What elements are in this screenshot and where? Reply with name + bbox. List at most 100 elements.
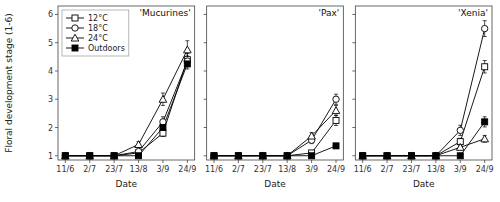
- point: [384, 153, 390, 159]
- y-tick: [55, 14, 58, 15]
- point: [284, 153, 290, 159]
- y-tick: [55, 42, 58, 43]
- point: [260, 153, 266, 159]
- point: [432, 152, 440, 159]
- x-tick: [65, 160, 66, 163]
- point: [359, 152, 367, 159]
- legend-label: 18°C: [88, 24, 108, 33]
- error-cap: [483, 116, 487, 117]
- point: [160, 125, 166, 131]
- y-tick: [352, 99, 355, 100]
- y-tick: [204, 99, 207, 100]
- point: [433, 153, 439, 159]
- x-axis-label: Date: [413, 179, 435, 189]
- y-tick-label: 1: [48, 152, 53, 161]
- y-tick: [55, 70, 58, 71]
- x-tick-label: 23/7: [402, 165, 420, 174]
- point: [235, 153, 241, 159]
- point: [86, 152, 94, 159]
- point: [308, 132, 316, 139]
- point: [235, 152, 243, 159]
- point: [408, 152, 416, 159]
- point: [408, 153, 414, 159]
- x-tick-label: 3/9: [157, 165, 170, 174]
- y-tick: [352, 42, 355, 43]
- error-cap: [458, 135, 462, 136]
- legend-frame: [62, 10, 129, 56]
- point: [62, 153, 68, 159]
- point: [62, 153, 68, 159]
- series-line: [65, 60, 187, 156]
- point: [332, 107, 340, 114]
- x-tick-label: 3/9: [305, 165, 318, 174]
- point: [482, 64, 488, 70]
- point: [284, 153, 290, 159]
- point: [235, 153, 241, 159]
- y-tick: [55, 127, 58, 128]
- point: [408, 153, 414, 159]
- y-axis-label: Floral development stage (1-6): [4, 13, 14, 153]
- plot-frame: [355, 6, 492, 160]
- point: [211, 153, 217, 159]
- x-axis-label: Date: [264, 179, 286, 189]
- legend-marker: [72, 25, 78, 31]
- error-bar: [334, 115, 338, 125]
- x-tick-label: 24/9: [476, 165, 494, 174]
- point: [333, 117, 339, 123]
- point: [210, 152, 218, 159]
- point: [260, 153, 266, 159]
- point: [211, 153, 217, 159]
- x-tick-label: 11/6: [56, 165, 74, 174]
- y-tick: [204, 42, 207, 43]
- point: [408, 153, 414, 159]
- point: [481, 135, 489, 142]
- legend-marker: [72, 15, 78, 21]
- point: [333, 143, 339, 149]
- point: [259, 152, 267, 159]
- legend-marker: [71, 34, 79, 41]
- point: [457, 153, 463, 159]
- y-tick: [204, 127, 207, 128]
- point: [360, 153, 366, 159]
- panel-title: 'Xenia': [458, 8, 488, 18]
- point: [62, 153, 68, 159]
- error-bar: [483, 117, 487, 127]
- y-tick: [204, 14, 207, 15]
- x-tick: [213, 160, 214, 163]
- panel-title: 'Mucurines': [139, 8, 190, 18]
- legend-item: 12°C: [66, 14, 108, 23]
- error-cap: [334, 104, 338, 105]
- point: [184, 46, 192, 53]
- y-tick: [55, 99, 58, 100]
- error-cap: [161, 105, 165, 106]
- x-tick-label: 24/9: [178, 165, 196, 174]
- error-bar: [334, 144, 338, 149]
- x-tick: [411, 160, 412, 163]
- panel: 12345611/62/723/713/83/924/9DateFloral d…: [4, 6, 196, 189]
- point: [87, 153, 93, 159]
- x-tick: [287, 160, 288, 163]
- panel-title: 'Pax': [319, 8, 340, 18]
- x-tick: [262, 160, 263, 163]
- point: [309, 153, 315, 159]
- point: [110, 152, 118, 159]
- legend-label: 24°C: [88, 34, 108, 43]
- x-tick: [387, 160, 388, 163]
- x-tick: [89, 160, 90, 163]
- y-tick-label: 5: [48, 39, 53, 48]
- plot-area: [359, 21, 489, 159]
- error-cap: [161, 93, 165, 94]
- point: [136, 153, 142, 159]
- plot-area: [210, 94, 340, 159]
- error-cap: [483, 36, 487, 37]
- series-line: [214, 111, 336, 156]
- point: [283, 152, 291, 159]
- point: [235, 153, 241, 159]
- error-cap: [161, 116, 165, 117]
- x-tick-label: 23/7: [254, 165, 272, 174]
- x-tick: [162, 160, 163, 163]
- x-tick: [138, 160, 139, 163]
- point: [135, 141, 143, 148]
- y-tick: [204, 70, 207, 71]
- error-cap: [483, 126, 487, 127]
